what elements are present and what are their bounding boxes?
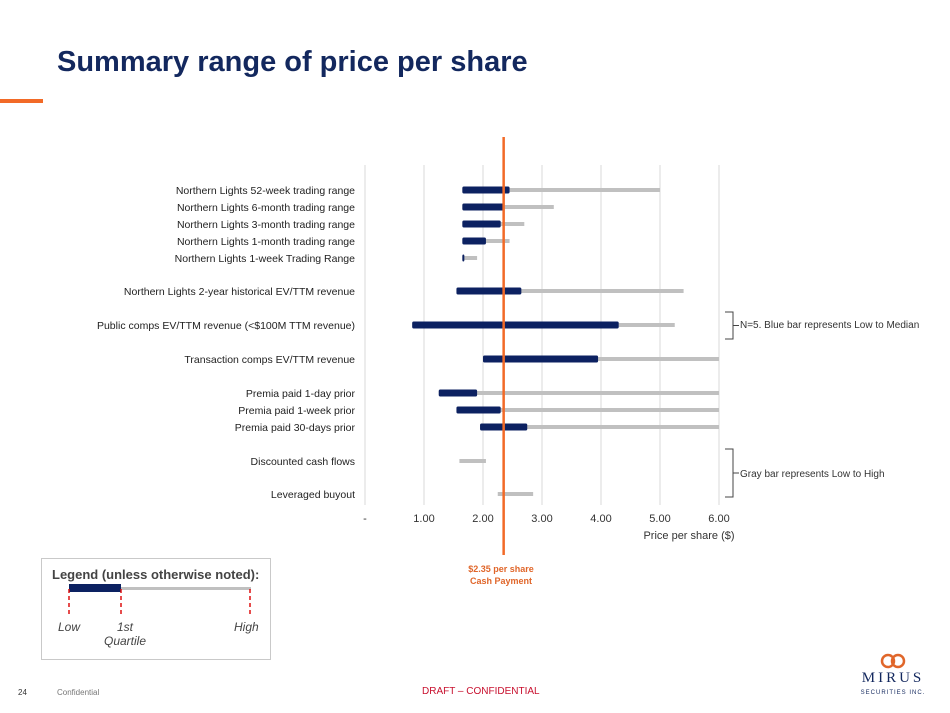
- gray-bar: [480, 425, 719, 429]
- title-accent-bar: [0, 99, 43, 103]
- cash-payment-line2: Cash Payment: [469, 576, 533, 586]
- legend-graphic: [68, 584, 251, 614]
- legend-low-label: Low: [58, 620, 81, 634]
- category-label: Leveraged buyout: [271, 489, 355, 501]
- blue-bar: [412, 321, 619, 329]
- blue-bar: [462, 237, 486, 245]
- confidential-label: Confidential: [57, 688, 100, 697]
- x-tick-label: 1.00: [413, 513, 434, 525]
- blue-bar: [462, 203, 504, 211]
- gray-bar: [483, 357, 719, 361]
- gray-bar: [456, 408, 719, 412]
- logo-wordmark: MIRUS: [861, 670, 925, 686]
- category-label: Northern Lights 52-week trading range: [176, 185, 355, 197]
- category-label: Discounted cash flows: [251, 456, 355, 468]
- legend-blue-bar: [69, 584, 121, 592]
- category-label: Transaction comps EV/TTM revenue: [184, 354, 355, 366]
- public-comps-brace: [725, 311, 739, 340]
- x-tick-label: 2.00: [472, 513, 493, 525]
- x-tick-label: 3.00: [531, 513, 552, 525]
- gray-bar: [459, 459, 486, 463]
- legend-box: Legend (unless otherwise noted): Low 1st…: [41, 558, 271, 660]
- blue-bar: [462, 254, 465, 262]
- category-label: Northern Lights 2-year historical EV/TTM…: [124, 286, 355, 298]
- category-label: Premia paid 30-days prior: [235, 422, 356, 434]
- x-tick-label: -: [363, 513, 367, 525]
- x-tick-label: 6.00: [708, 513, 729, 525]
- x-axis-label: Price per share ($): [643, 530, 734, 542]
- blue-bar: [456, 287, 522, 295]
- gray-bar: [462, 188, 660, 192]
- category-label: Northern Lights 1-week Trading Range: [175, 253, 356, 265]
- category-label: Premia paid 1-day prior: [246, 388, 356, 400]
- gray-bar-note: Gray bar represents Low to High: [740, 469, 885, 480]
- x-tick-label: 5.00: [649, 513, 670, 525]
- category-label: Northern Lights 6-month trading range: [177, 202, 355, 214]
- gray-bar: [497, 492, 534, 496]
- x-tick-label: 4.00: [590, 513, 611, 525]
- category-label: Public comps EV/TTM revenue (<$100M TTM …: [97, 320, 355, 332]
- cash-payment-label: $2.35 per share Cash Payment: [448, 563, 554, 587]
- legend-gray-bar: [120, 587, 251, 590]
- blue-bar: [462, 186, 510, 194]
- logo-rings-icon: [880, 653, 906, 669]
- logo-subtext: SECURITIES INC.: [860, 690, 926, 696]
- legend-high-label: High: [234, 620, 259, 634]
- public-comps-note: N=5. Blue bar represents Low to Median: [740, 320, 920, 331]
- category-label: Premia paid 1-week prior: [238, 405, 355, 417]
- blue-bar: [438, 389, 478, 397]
- blue-bar: [462, 220, 501, 228]
- gray-bar-brace: [725, 448, 739, 498]
- cash-payment-line1: $2.35 per share: [468, 564, 534, 574]
- legend-title: Legend (unless otherwise noted):: [52, 567, 260, 582]
- gray-bar: [456, 289, 684, 293]
- blue-bar: [456, 406, 501, 414]
- gray-bar: [462, 256, 478, 260]
- gray-bar: [438, 391, 719, 395]
- category-label: Northern Lights 1-month trading range: [177, 236, 355, 248]
- page-title: Summary range of price per share: [57, 46, 528, 78]
- draft-confidential-label: DRAFT – CONFIDENTIAL: [422, 686, 540, 697]
- legend-quartile-label: 1st Quartile: [103, 620, 147, 648]
- gray-bar: [462, 205, 554, 209]
- page-number: 24: [18, 688, 27, 697]
- category-label: Northern Lights 3-month trading range: [177, 219, 355, 231]
- blue-bar: [483, 355, 599, 363]
- mirus-logo: MIRUS SECURITIES INC.: [858, 652, 928, 702]
